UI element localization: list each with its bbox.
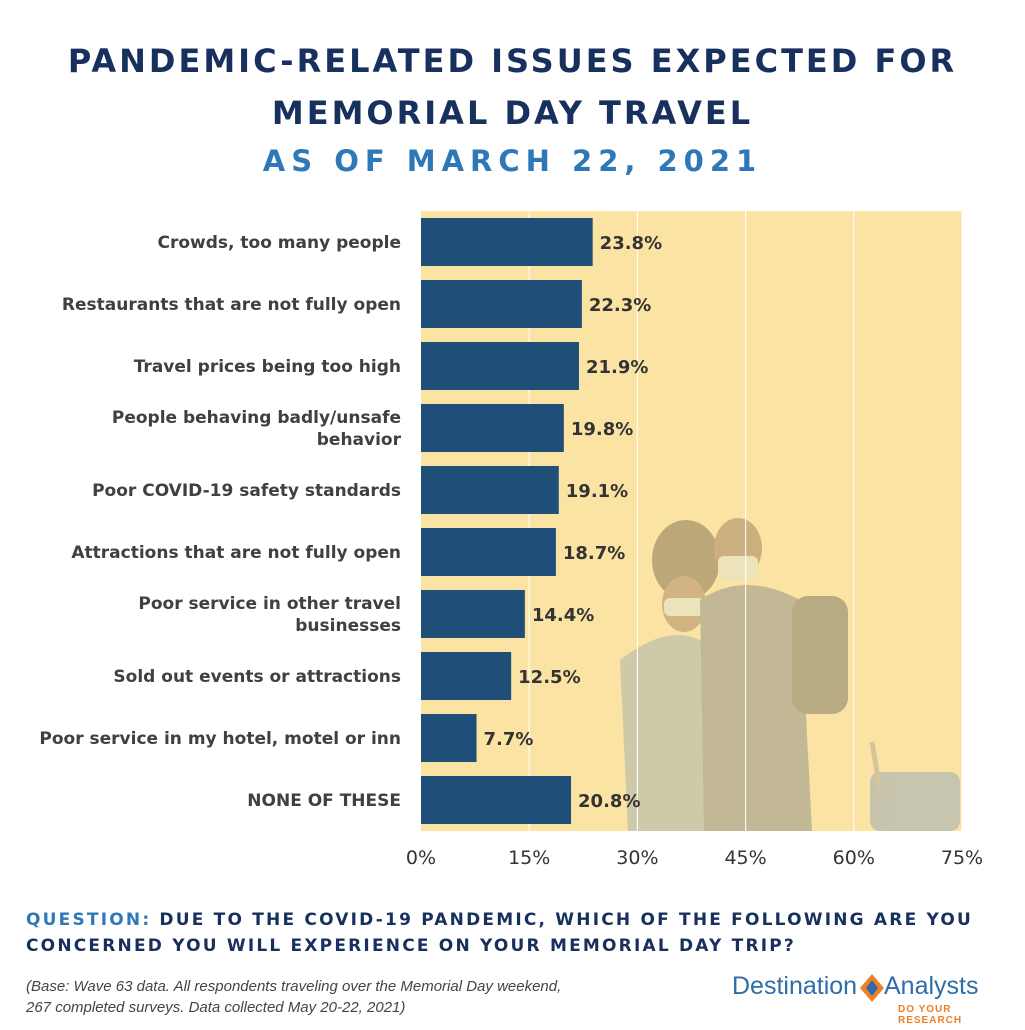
person-right-shirt [700,585,812,831]
person-left-face [662,576,706,632]
person-right-mask [718,556,758,580]
category-label-4: Poor COVID-19 safety standards [92,481,401,501]
value-label-2: 21.9% [586,357,648,378]
chart-title-line2: MEMORIAL DAY TRAVEL [271,94,754,132]
destination-analysts-logo: Destination Analysts DO YOUR RESEARCH [732,968,1017,1026]
value-label-8: 7.7% [484,729,534,750]
bar-3 [421,404,564,452]
base-note: (Base: Wave 63 data. All respondents tra… [26,976,666,1018]
person-right-face [714,518,762,578]
x-tick-label-5: 75% [941,847,983,869]
bar-4 [421,466,559,514]
category-label-8: Poor service in my hotel, motel or inn [39,729,401,749]
category-label-9-line-0: NONE OF THESE [247,791,401,811]
category-label-6-line-1: businesses [295,616,401,636]
question-prefix: QUESTION: [26,910,152,930]
category-label-6-line-0: Poor service in other travel [138,594,401,614]
bar-6 [421,590,525,638]
value-labels: 23.8% 22.3% 21.9% 19.8% 19.1% 18.7% 14.4% 12.5%… [484,233,663,812]
category-label-3: People behaving badly/unsafe behavior [112,408,402,450]
bar-8 [421,714,477,762]
category-label-3-line-1: behavior [317,430,402,450]
value-label-7: 12.5% [518,667,580,688]
background-photo-travelers [620,518,960,831]
category-label-5-line-0: Attractions that are not fully open [71,543,401,563]
x-tick-label-4: 60% [833,847,875,869]
logo-word-analysts: Analysts [884,972,979,1000]
category-labels: Crowds, too many people Restaurants that … [39,233,401,811]
bar-9 [421,776,572,824]
logo-word-destination: Destination [732,972,858,1000]
value-label-6: 14.4% [532,605,594,626]
category-label-4-line-0: Poor COVID-19 safety standards [92,481,401,501]
value-label-1: 22.3% [589,295,651,316]
logo-diamond-icon [860,974,884,1002]
chart-title-line1: PANDEMIC-RELATED ISSUES EXPECTED FOR [67,42,958,80]
base-note-line2: 267 completed surveys. Data collected Ma… [26,999,406,1016]
x-tick-label-2: 30% [616,847,658,869]
base-note-line1: (Base: Wave 63 data. All respondents tra… [26,978,562,995]
bars [421,218,593,824]
bar-2 [421,342,579,390]
category-label-2-line-0: Travel prices being too high [134,357,401,377]
bar-5 [421,528,556,576]
bar-7 [421,652,512,700]
bar-0 [421,218,593,266]
category-label-0-line-0: Crowds, too many people [157,233,401,253]
x-axis-ticks: 0% 15% 30% 45% 60% 75% [406,847,983,869]
category-label-6: Poor service in other travel businesses [138,594,401,636]
question-text: DUE TO THE COVID-19 PANDEMIC, WHICH OF T… [26,910,974,956]
suitcase-handle [869,741,883,791]
category-label-0: Crowds, too many people [157,233,401,253]
value-label-3: 19.8% [571,419,633,440]
value-label-0: 23.8% [600,233,662,254]
category-label-7: Sold out events or attractions [113,667,401,687]
person-left-mask [664,598,704,616]
category-label-2: Travel prices being too high [134,357,401,377]
x-tick-label-0: 0% [406,847,436,869]
survey-question: QUESTION: DUE TO THE COVID-19 PANDEMIC, … [26,907,1001,959]
category-label-5: Attractions that are not fully open [71,543,401,563]
backpack [792,596,848,714]
bar-chart: Crowds, too many people Restaurants that … [39,211,983,869]
grid-lines [528,211,963,831]
person-left-jacket [620,635,730,831]
category-label-1: Restaurants that are not fully open [62,295,401,315]
person-left-hair [652,520,720,600]
category-label-3-line-0: People behaving badly/unsafe [112,408,401,428]
x-tick-label-3: 45% [724,847,766,869]
category-label-8-line-0: Poor service in my hotel, motel or inn [39,729,401,749]
value-label-9: 20.8% [578,791,640,812]
x-tick-label-1: 15% [508,847,550,869]
chart-subtitle: AS OF MARCH 22, 2021 [262,144,763,178]
category-label-7-line-0: Sold out events or attractions [113,667,401,687]
value-label-5: 18.7% [563,543,625,564]
suitcase [870,772,960,831]
value-label-4: 19.1% [566,481,628,502]
category-label-9: NONE OF THESE [247,791,401,811]
bar-1 [421,280,582,328]
logo-tagline: DO YOUR RESEARCH [898,1004,963,1026]
category-label-1-line-0: Restaurants that are not fully open [62,295,401,315]
